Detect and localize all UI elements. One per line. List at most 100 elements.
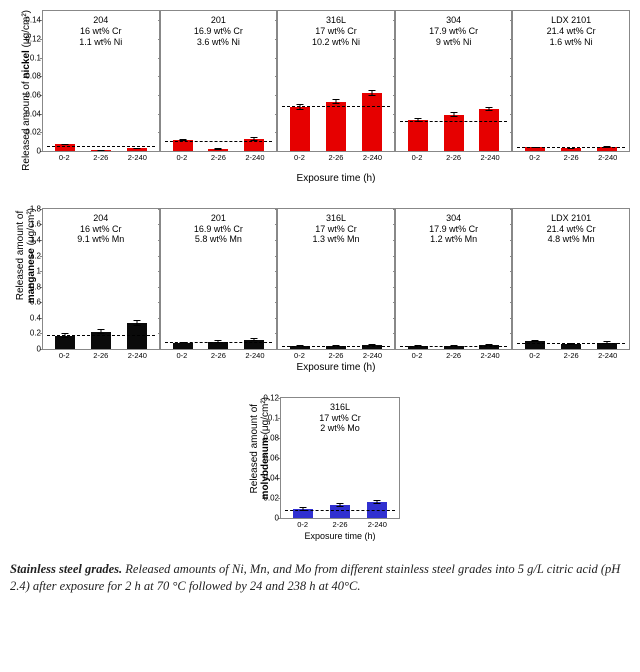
xtick-label: 0-2 — [46, 153, 83, 162]
xtick-label: 0-2 — [284, 520, 321, 529]
ytick-label: 0.1 — [268, 413, 281, 422]
ylabel-molybdenum: Released amount of molybdenum (μg/cm²) — [249, 397, 271, 499]
xtick-label: 2-26 — [200, 153, 237, 162]
xticks: 0-22-262-240 — [395, 350, 513, 360]
xtick-label: 2-26 — [435, 153, 472, 162]
chart-panel-inner: 201 16.9 wt% Cr 3.6 wt% Ni — [160, 10, 278, 152]
xtick-label: 2-240 — [472, 351, 509, 360]
ytick-label: 0.08 — [263, 433, 281, 442]
xtick-label: 2-240 — [119, 153, 156, 162]
ytick-label: 0.4 — [30, 313, 43, 322]
panel-inner-molybdenum: 316L 17 wt% Cr 2 wt% Mo00.020.040.060.08… — [280, 397, 400, 519]
chart-panel: 304 17.9 wt% Cr 9 wt% Ni 0-22-262-240 — [395, 10, 513, 162]
xticks: 0-22-262-240 — [277, 152, 395, 162]
reference-line — [400, 121, 508, 122]
xtick-label: 0-2 — [46, 351, 83, 360]
xtick-label: 0-2 — [281, 351, 318, 360]
xtick-label: 2-240 — [472, 153, 509, 162]
xtick-label: 0-2 — [516, 351, 553, 360]
ytick-label: 1.2 — [30, 251, 43, 260]
xtick-label: 2-240 — [237, 153, 274, 162]
xtick-label: 0-2 — [281, 153, 318, 162]
ytick-label: 0.8 — [30, 282, 43, 291]
panel-label: 316L 17 wt% Cr 10.2 wt% Ni — [278, 15, 394, 47]
panel-molybdenum: 316L 17 wt% Cr 2 wt% Mo00.020.040.060.08… — [280, 397, 400, 541]
chart-panel: 201 16.9 wt% Cr 3.6 wt% Ni 0-22-262-240 — [160, 10, 278, 162]
panel-label: 316L 17 wt% Cr 1.3 wt% Mn — [278, 213, 394, 245]
ytick-label: 0.12 — [263, 393, 281, 402]
chart-panel-inner: 316L 17 wt% Cr 1.3 wt% Mn — [277, 208, 395, 350]
caption: Stainless steel grades. Released amounts… — [10, 561, 630, 595]
chart-panel-inner: 204 16 wt% Cr 9.1 wt% Mn00.20.40.60.811.… — [42, 208, 160, 350]
panels-manganese: 204 16 wt% Cr 9.1 wt% Mn00.20.40.60.811.… — [42, 208, 630, 360]
xtick-label: 2-240 — [119, 351, 156, 360]
ylabel-wrap-molybdenum: Released amount of molybdenum (μg/cm²) — [240, 397, 280, 499]
ytick-label: 0.08 — [25, 72, 43, 81]
ytick-label: 0.1 — [30, 53, 43, 62]
panel-label: 304 17.9 wt% Cr 9 wt% Ni — [396, 15, 512, 47]
xticks: 0-22-262-240 — [395, 152, 513, 162]
xtick-label: 2-26 — [83, 153, 120, 162]
xlabel-manganese: Exposure time (h) — [42, 362, 630, 373]
panel-label: 204 16 wt% Cr 9.1 wt% Mn — [43, 213, 159, 245]
xticks: 0-22-262-240 — [160, 152, 278, 162]
ytick-label: 0.02 — [25, 128, 43, 137]
chart-panel-inner: 204 16 wt% Cr 1.1 wt% Ni00.020.040.060.0… — [42, 10, 160, 152]
xtick-label: 2-26 — [553, 153, 590, 162]
ytick-label: 0.14 — [25, 16, 43, 25]
row-manganese: Released amount of manganese (μg/cm²) 20… — [10, 208, 630, 360]
caption-title: Stainless steel grades. — [10, 562, 122, 576]
ytick-label: 0.02 — [263, 493, 281, 502]
chart-panel: 316L 17 wt% Cr 10.2 wt% Ni 0-22-262-240 — [277, 10, 395, 162]
xtick-label: 2-26 — [318, 153, 355, 162]
panel-label: 201 16.9 wt% Cr 3.6 wt% Ni — [161, 15, 277, 47]
xticks: 0-22-262-240 — [277, 350, 395, 360]
row-molybdenum: Released amount of molybdenum (μg/cm²) 3… — [10, 397, 630, 541]
ytick-label: 0.2 — [30, 329, 43, 338]
xtick-label: 2-26 — [321, 520, 358, 529]
xtick-label: 0-2 — [164, 153, 201, 162]
xtick-label: 2-240 — [589, 351, 626, 360]
chart-panel-inner: 304 17.9 wt% Cr 1.2 wt% Mn — [395, 208, 513, 350]
ytick-label: 1.6 — [30, 220, 43, 229]
xtick-label: 2-240 — [354, 153, 391, 162]
ytick-label: 1.4 — [30, 235, 43, 244]
xtick-label: 2-240 — [354, 351, 391, 360]
reference-line — [285, 510, 395, 511]
chart-panel-inner: LDX 2101 21.4 wt% Cr 1.6 wt% Ni — [512, 10, 630, 152]
panel-label: LDX 2101 21.4 wt% Cr 1.6 wt% Ni — [513, 15, 629, 47]
xtick-label: 2-240 — [359, 520, 396, 529]
ytick-label: 0.06 — [263, 453, 281, 462]
reference-line — [517, 343, 625, 344]
chart-panel: 204 16 wt% Cr 1.1 wt% Ni00.020.040.060.0… — [42, 10, 160, 162]
xticks: 0-22-262-240 — [42, 350, 160, 360]
xticks-molybdenum: 0-22-262-240 — [280, 519, 400, 529]
chart-panel: LDX 2101 21.4 wt% Cr 4.8 wt% Mn0-22-262-… — [512, 208, 630, 360]
ytick-label: 0.04 — [263, 473, 281, 482]
xtick-label: 2-26 — [435, 351, 472, 360]
ytick-label: 0.04 — [25, 109, 43, 118]
chart-panel-inner: 316L 17 wt% Cr 10.2 wt% Ni — [277, 10, 395, 152]
panel-label: 304 17.9 wt% Cr 1.2 wt% Mn — [396, 213, 512, 245]
chart-panel: 304 17.9 wt% Cr 1.2 wt% Mn 0-22-262-240 — [395, 208, 513, 360]
reference-line — [165, 342, 273, 343]
xtick-label: 0-2 — [164, 351, 201, 360]
xtick-label: 0-2 — [516, 153, 553, 162]
chart-panel: 201 16.9 wt% Cr 5.8 wt% Mn0-22-262-240 — [160, 208, 278, 360]
chart-panel-inner: 201 16.9 wt% Cr 5.8 wt% Mn — [160, 208, 278, 350]
xtick-label: 0-2 — [399, 153, 436, 162]
chart-panel-inner: LDX 2101 21.4 wt% Cr 4.8 wt% Mn — [512, 208, 630, 350]
xticks: 0-22-262-240 — [512, 152, 630, 162]
chart-panel: 316L 17 wt% Cr 1.3 wt% Mn 0-22-262-240 — [277, 208, 395, 360]
xtick-label: 2-26 — [83, 351, 120, 360]
xtick-label: 2-26 — [200, 351, 237, 360]
reference-line — [517, 147, 625, 148]
chart-panel: LDX 2101 21.4 wt% Cr 1.6 wt% Ni 0-22-262-… — [512, 10, 630, 162]
xtick-label: 2-26 — [318, 351, 355, 360]
xtick-label: 0-2 — [399, 351, 436, 360]
ytick-label: 0.6 — [30, 298, 43, 307]
xlabel-molybdenum: Exposure time (h) — [280, 531, 400, 541]
chart-panel-inner: 304 17.9 wt% Cr 9 wt% Ni — [395, 10, 513, 152]
row-manganese-container: Released amount of manganese (μg/cm²) 20… — [10, 208, 630, 373]
panels-nickel: 204 16 wt% Cr 1.1 wt% Ni00.020.040.060.0… — [42, 10, 630, 162]
